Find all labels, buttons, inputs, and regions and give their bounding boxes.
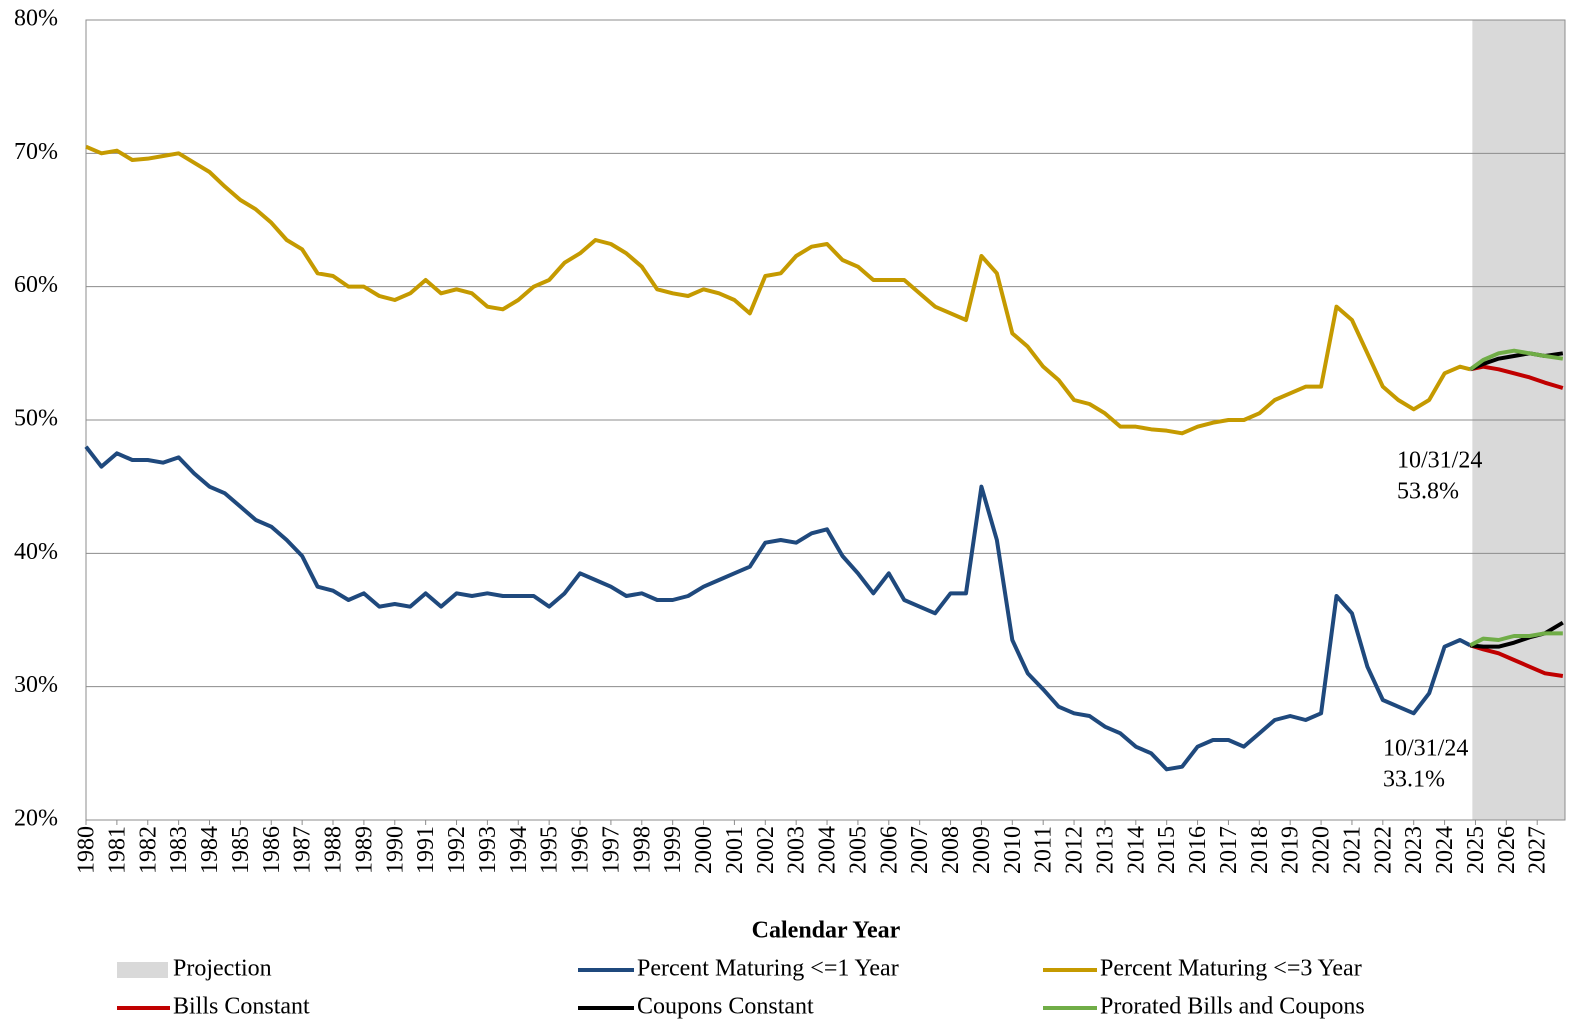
annotation: 33.1% (1383, 767, 1445, 793)
x-tick-label: 2015 (1154, 826, 1180, 874)
legend-label: Projection (173, 956, 272, 982)
x-tick-label: 2023 (1401, 826, 1427, 874)
y-tick-label: 80% (14, 6, 58, 32)
plot-frame (85, 19, 1566, 821)
x-tick-label: 2018 (1247, 826, 1273, 874)
x-tick-label: 1981 (104, 826, 130, 874)
x-tick-label: 2026 (1494, 826, 1520, 874)
legend-label: Coupons Constant (637, 994, 814, 1020)
series-line (84, 445, 1472, 772)
annotation: 10/31/24 (1383, 736, 1468, 762)
series-line (1469, 348, 1564, 371)
y-tick-label: 50% (14, 406, 58, 432)
x-tick-label: 1999 (660, 826, 686, 874)
x-tick-label: 2003 (784, 826, 810, 874)
legend-label: Bills Constant (173, 994, 310, 1020)
x-tick-label: 2025 (1463, 826, 1489, 874)
x-tick-label: 2021 (1339, 826, 1365, 874)
x-tick-label: 2010 (1000, 826, 1026, 874)
x-tick-label: 1983 (166, 826, 192, 874)
x-tick-label: 1998 (629, 826, 655, 874)
x-tick-label: 2014 (1123, 826, 1149, 874)
x-tick-label: 1996 (568, 826, 594, 874)
series-line (1469, 364, 1564, 390)
x-tick-label: 1994 (506, 826, 532, 874)
x-tick-label: 1985 (228, 826, 254, 874)
x-tick-label: 2009 (969, 826, 995, 874)
y-tick-label: 60% (14, 272, 58, 298)
annotation: 10/31/24 (1397, 448, 1482, 474)
y-tick-label: 70% (14, 139, 58, 165)
x-tick-label: 1988 (321, 826, 347, 874)
x-tick-label: 2002 (753, 826, 779, 874)
x-tick-label: 2022 (1370, 826, 1396, 874)
x-tick-label: 1986 (259, 826, 285, 874)
y-tick-label: 20% (14, 806, 58, 832)
legend-swatch (117, 962, 168, 978)
x-tick-label: 2005 (845, 826, 871, 874)
x-tick-label: 2012 (1062, 826, 1088, 874)
x-tick-label: 2008 (938, 826, 964, 874)
x-tick-label: 2006 (876, 826, 902, 874)
x-tick-label: 2007 (907, 826, 933, 874)
x-tick-label: 1989 (351, 826, 377, 874)
annotation: 53.8% (1397, 479, 1459, 505)
x-tick-label: 2000 (691, 826, 717, 874)
x-tick-label: 1984 (197, 826, 223, 874)
x-tick-label: 1993 (475, 826, 501, 874)
x-tick-label: 2024 (1432, 826, 1458, 874)
x-tick-label: 2017 (1216, 826, 1242, 874)
series-line (1469, 631, 1563, 648)
x-tick-label: 1997 (598, 826, 624, 874)
x-tick-label: 1987 (290, 826, 316, 874)
y-tick-label: 30% (14, 672, 58, 698)
x-tick-label: 2027 (1525, 826, 1551, 874)
x-tick-label: 1995 (537, 826, 563, 874)
y-tick-label: 40% (14, 539, 58, 565)
legend-label: Prorated Bills and Coupons (1100, 994, 1365, 1020)
x-tick-label: 2016 (1185, 826, 1211, 874)
x-tick-label: 1982 (135, 826, 161, 874)
legend-label: Percent Maturing <=1 Year (637, 956, 899, 982)
x-tick-label: 2001 (722, 826, 748, 874)
x-tick-label: 2013 (1092, 826, 1118, 874)
x-axis-label: Calendar Year (752, 918, 901, 944)
series-line (1469, 643, 1564, 678)
x-tick-label: 2004 (815, 826, 841, 874)
x-tick-label: 1980 (74, 826, 100, 874)
legend-label: Percent Maturing <=3 Year (1100, 956, 1362, 982)
x-tick-label: 1992 (444, 826, 470, 874)
x-tick-label: 1990 (382, 826, 408, 874)
x-tick-label: 2019 (1278, 826, 1304, 874)
series-line (85, 144, 1471, 436)
x-tick-label: 2020 (1309, 826, 1335, 874)
x-tick-label: 2011 (1031, 826, 1057, 873)
x-tick-label: 1991 (413, 826, 439, 874)
